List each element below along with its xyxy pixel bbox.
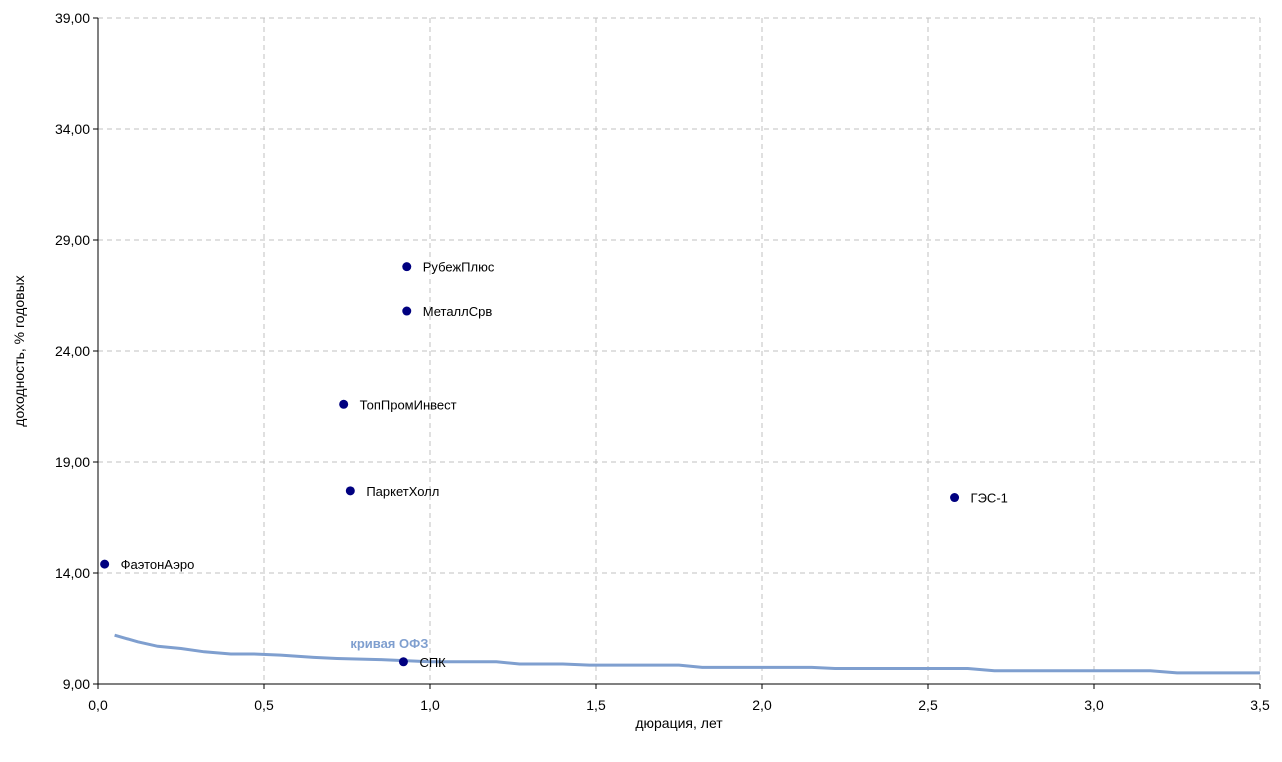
curve-layer: кривая ОФЗ	[114, 633, 1260, 675]
bond-point-label: МеталлСрв	[423, 304, 493, 319]
bond-point-label: ТопПромИнвест	[360, 397, 457, 412]
x-tick-label: 1,5	[586, 697, 606, 713]
bond-point	[402, 306, 412, 316]
bond-point	[345, 486, 355, 496]
ofz-curve-line	[114, 633, 1260, 675]
y-tick-label: 19,00	[55, 454, 90, 470]
y-tick-label: 9,00	[63, 676, 90, 692]
bond-point-label: РубежПлюс	[423, 260, 495, 275]
y-tick-label: 29,00	[55, 232, 90, 248]
x-tick-label: 0,5	[254, 697, 274, 713]
x-tick-label: 1,0	[420, 697, 440, 713]
bond-point	[100, 559, 110, 569]
bond-point-label: ГЭС-1	[971, 491, 1008, 506]
x-tick-label: 2,5	[918, 697, 938, 713]
x-tick-label: 0,0	[88, 697, 108, 713]
axis-layer: 0,0 0,5 1,0 1,5 2,0 2,5 3,0 3,5 9,00 14,00 19,00 24…	[55, 10, 1270, 713]
y-axis-title: доходность, % годовых	[11, 275, 27, 426]
bond-point	[950, 493, 960, 503]
y-tick-label: 39,00	[55, 10, 90, 26]
x-axis-title: дюрация, лет	[635, 715, 723, 731]
bond-point-label: СПК	[419, 655, 446, 670]
y-tick-label: 24,00	[55, 343, 90, 359]
points-layer: ФаэтонАэро ТопПромИнвест ПаркетХолл РубежПл…	[100, 260, 1008, 670]
bond-point	[339, 399, 349, 409]
bond-point-label: ПаркетХолл	[366, 484, 439, 499]
y-tick-label: 14,00	[55, 565, 90, 581]
grid-layer	[98, 17, 1261, 684]
y-tick-label: 34,00	[55, 121, 90, 137]
x-tick-label: 3,5	[1250, 697, 1270, 713]
bond-point-label: ФаэтонАэро	[121, 557, 195, 572]
bond-point	[402, 262, 412, 272]
bond-point	[398, 657, 408, 667]
ofz-curve-label: кривая ОФЗ	[350, 636, 428, 651]
x-tick-label: 3,0	[1084, 697, 1104, 713]
x-tick-label: 2,0	[752, 697, 772, 713]
